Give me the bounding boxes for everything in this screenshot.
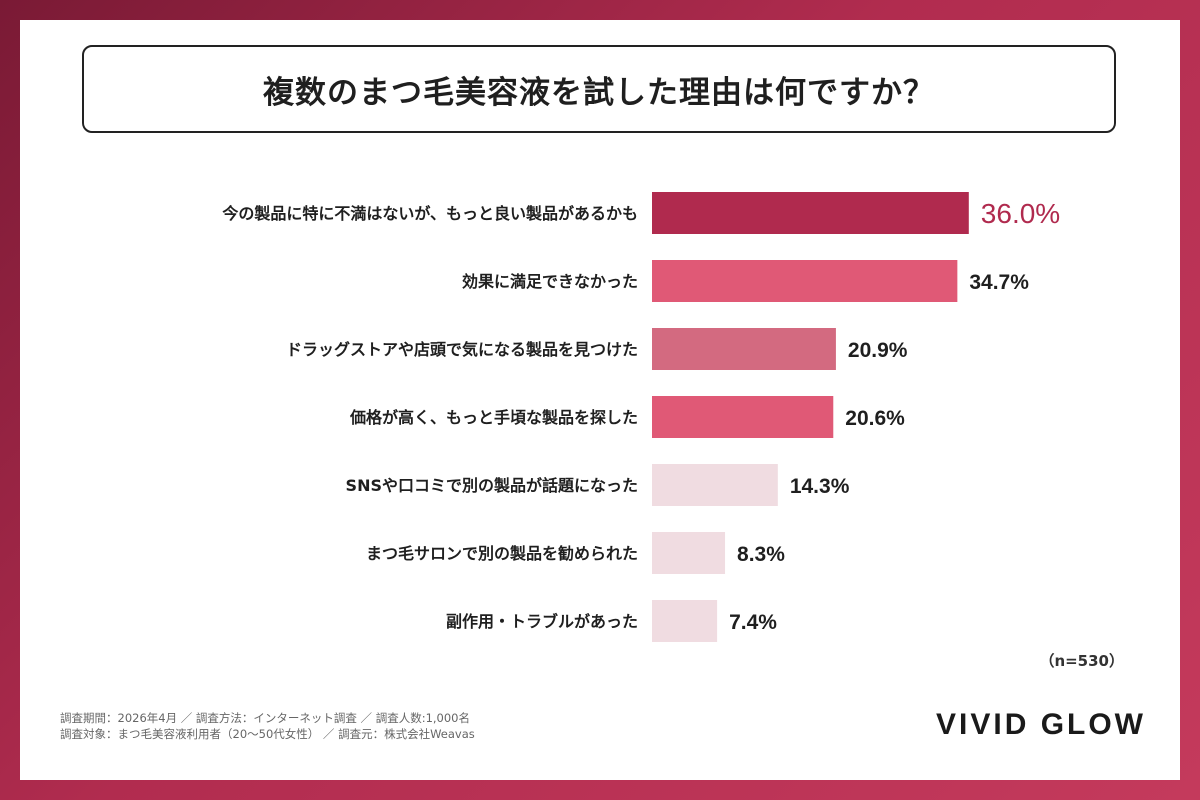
chart-title: 複数のまつ毛美容液を試した理由は何ですか？ <box>263 74 935 111</box>
bar <box>652 532 726 574</box>
bar <box>652 328 836 370</box>
value-label: 36.0% <box>981 198 1060 229</box>
chart-card: 複数のまつ毛美容液を試した理由は何ですか？ 今の製品に特に不満はないが、もっと良… <box>20 20 1180 780</box>
bar <box>652 396 834 438</box>
bar <box>652 600 718 642</box>
footnote-line-2: 調査対象：まつ毛美容液利用者（20〜50代女性） ／ 調査元：株式会社Weava… <box>60 727 475 741</box>
value-label: 20.6% <box>845 407 905 430</box>
bar <box>652 260 958 302</box>
category-label: ドラッグストアや店頭で気になる製品を見つけた <box>286 340 638 359</box>
value-label: 8.3% <box>737 543 785 566</box>
category-label: 副作用・トラブルがあった <box>446 612 638 631</box>
category-label: 今の製品に特に不満はないが、もっと良い製品があるかも <box>221 204 638 223</box>
value-label: 34.7% <box>969 271 1029 294</box>
category-label: 効果に満足できなかった <box>462 272 638 291</box>
footnote-line-1: 調査期間：2026年4月 ／ 調査方法：インターネット調査 ／ 調査人数:1,0… <box>60 711 470 725</box>
sample-size-note: （n=530） <box>1039 652 1124 670</box>
category-label: まつ毛サロンで別の製品を勧められた <box>366 544 638 563</box>
bar-chart: 今の製品に特に不満はないが、もっと良い製品があるかも 36.0% 効果に満足できなか… <box>221 192 1060 642</box>
category-label: SNSや口コミで別の製品が話題になった <box>346 476 638 495</box>
title-box: 複数のまつ毛美容液を試した理由は何ですか？ <box>82 45 1116 133</box>
brand-logo: VIVID GLOW <box>936 708 1146 741</box>
value-label: 20.9% <box>848 339 908 362</box>
bar <box>652 192 969 234</box>
value-label: 7.4% <box>729 611 777 634</box>
category-label: 価格が高く、もっと手頃な製品を探した <box>349 408 638 427</box>
value-label: 14.3% <box>790 475 850 498</box>
survey-footnote: 調査期間：2026年4月 ／ 調査方法：インターネット調査 ／ 調査人数:1,0… <box>60 710 475 742</box>
bar <box>652 464 778 506</box>
